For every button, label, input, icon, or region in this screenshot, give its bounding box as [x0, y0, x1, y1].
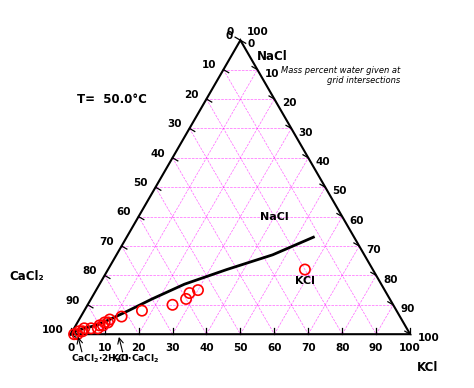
Point	[79, 328, 86, 334]
Text: 30: 30	[165, 343, 180, 353]
Text: 30: 30	[299, 128, 313, 138]
Text: 10: 10	[264, 69, 279, 79]
Point	[194, 287, 202, 293]
Text: 20: 20	[184, 90, 199, 100]
Text: 100: 100	[247, 27, 269, 37]
Text: 0: 0	[227, 27, 234, 37]
Text: 20: 20	[131, 343, 146, 353]
Point	[106, 316, 113, 322]
Text: 70: 70	[366, 245, 381, 255]
Text: NaCl: NaCl	[257, 50, 288, 63]
Text: 10: 10	[97, 343, 112, 353]
Point	[169, 302, 176, 308]
Text: 90: 90	[66, 296, 80, 306]
Point	[99, 322, 107, 329]
Point	[104, 319, 112, 326]
Point	[87, 325, 95, 331]
Text: 70: 70	[301, 343, 316, 353]
Point	[138, 308, 146, 314]
Text: 40: 40	[151, 149, 165, 159]
Text: 100: 100	[418, 333, 439, 343]
Text: 90: 90	[401, 304, 415, 314]
Point	[73, 331, 81, 337]
Text: 50: 50	[134, 178, 148, 188]
Text: 40: 40	[199, 343, 214, 353]
Text: 0: 0	[248, 40, 255, 49]
Text: KCl: KCl	[295, 276, 315, 286]
Point	[186, 290, 193, 296]
Text: T=  50.0°C: T= 50.0°C	[77, 92, 147, 106]
Text: KCl: KCl	[416, 361, 438, 374]
Text: 50: 50	[333, 187, 347, 196]
Point	[70, 331, 78, 337]
Text: 60: 60	[117, 207, 131, 217]
Point	[118, 314, 126, 320]
Text: 100: 100	[42, 325, 64, 335]
Text: 50: 50	[233, 343, 247, 353]
Point	[301, 267, 309, 273]
Text: 60: 60	[267, 343, 282, 353]
Text: CaCl₂: CaCl₂	[9, 270, 44, 283]
Point	[96, 322, 103, 329]
Text: 30: 30	[168, 119, 182, 129]
Text: 10: 10	[201, 61, 216, 70]
Point	[81, 325, 88, 331]
Text: 80: 80	[383, 275, 398, 285]
Text: 80: 80	[83, 266, 97, 276]
Point	[75, 328, 83, 334]
Text: 0: 0	[226, 31, 233, 41]
Text: $\mathbf{KCl{\cdot}CaCl_2}$: $\mathbf{KCl{\cdot}CaCl_2}$	[111, 353, 160, 365]
Text: 60: 60	[350, 216, 364, 226]
Text: 20: 20	[282, 98, 296, 108]
Text: 0: 0	[67, 343, 74, 353]
Text: $\mathbf{CaCl_2{\cdot}2H_2O}$: $\mathbf{CaCl_2{\cdot}2H_2O}$	[71, 353, 129, 365]
Text: NaCl: NaCl	[260, 211, 289, 222]
Point	[182, 296, 190, 302]
Text: 100: 100	[399, 343, 421, 353]
Text: 90: 90	[369, 343, 383, 353]
Text: 80: 80	[335, 343, 349, 353]
Text: 70: 70	[100, 237, 114, 247]
Point	[101, 319, 109, 326]
Text: 40: 40	[316, 157, 330, 167]
Text: Mass percent water given at
grid intersections: Mass percent water given at grid interse…	[281, 66, 400, 85]
Point	[94, 325, 101, 331]
